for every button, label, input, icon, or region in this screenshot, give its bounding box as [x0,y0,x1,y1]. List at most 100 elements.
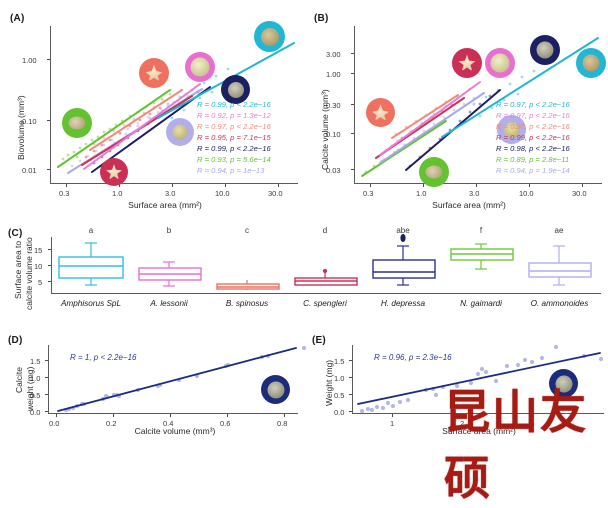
inset-o-ammonoides-core [172,124,188,140]
panel-d-xtickmark-1 [113,414,114,417]
panel-b-ytick-0: 0.03 [326,166,341,175]
boxplot-a-lessonii [138,261,202,287]
panel-a-ytickmark-2 [47,59,50,60]
inset-c-spengleri-core [458,54,476,72]
panel-b-stat-6: R = 0.94, p = 1.9e−14 [496,166,570,175]
fit-a-lessonii [83,83,201,170]
panel-c-y-axis-title-line2: calcite volume ratio [24,237,34,310]
panel-c-y-axis-title-line1: Surface area to [13,240,23,299]
inset-n-gaimardi [419,157,449,187]
panel-d: (D) Calcite weight (mg) 0.0 0.5 1.0 1.5 … [0,323,307,436]
panel-c-species-1: A. lessonii [150,299,188,308]
inset-a-lessonii-core [490,53,510,73]
panel-c-sig-3: d [322,226,328,235]
panel-e-y-axis-title: Weight (mg) [324,359,334,406]
panel-a-xtickmark-2 [172,184,173,187]
panel-b-xtick-4: 30.0 [572,189,587,198]
panel-c-y-axis-line [51,237,52,293]
panel-a-ytickmark-0 [47,169,50,170]
panel-b-ytickmark-4 [351,53,354,54]
panel-b-xtickmark-0 [370,184,371,187]
panel-d-ytickmark-2 [45,377,48,378]
inset-n-gaimardi-core [68,116,86,130]
panel-c-species-3: C. spengleri [303,299,347,308]
panel-c-species-4: H. depressa [380,299,426,308]
panel-d-xtickmark-4 [284,414,285,417]
boxplot-amphisorus [58,242,124,286]
panel-a-stat-5: R = 0.93, p = 5.6e−14 [197,155,271,164]
inset-h-depressa-core [267,381,284,398]
panel-d-y-axis-title-line1: Calcite [14,367,24,393]
panel-c-ytick-2: 15 [34,246,43,255]
panel-d-ytickmark-0 [45,411,48,412]
panel-d-ytick-2: 1.0 [30,374,41,383]
panel-e-xtick-1: 2 [460,419,465,428]
panel-a-ytick-2: 1.00 [22,56,37,65]
panel-c-ytickmark-2 [48,249,51,250]
fit-n-gaimardi [361,120,447,177]
panel-d-xtickmark-2 [170,414,171,417]
panel-e-ytickmark-0 [349,411,352,412]
panel-a-x-axis-line [50,183,298,184]
panel-d-xtick-4: 0.8 [277,419,288,428]
panel-a-ytickmark-1 [47,120,50,121]
panel-a-xtickmark-4 [278,184,279,187]
panel-d-y-axis-line [48,345,49,413]
panel-e-ytick-3: 1.5 [334,357,345,366]
panel-e-ytickmark-3 [349,360,352,361]
panel-c-species-6: O. ammonoides [530,299,589,308]
inset-h-depressa [530,35,560,65]
panel-d-stat: R = 1, p < 2.2e−16 [70,353,137,362]
panel-b-ytick-3: 1.00 [326,70,341,79]
panel-e-xtick-2: 3 [530,419,535,428]
panel-b-xtick-2: 3.0 [469,189,480,198]
panel-e-ytickmark-2 [349,377,352,378]
outlier-point [400,234,406,242]
inset-amphisorus [576,48,606,78]
panel-e-x-axis-line [352,413,604,414]
panel-a-xtick-2: 3.0 [165,189,176,198]
panel-d-ytickmark-1 [45,394,48,395]
panel-e-stat: R = 0.96, p = 2.3e−16 [374,353,452,362]
panel-b-y-axis-line [354,26,355,183]
panel-b-ytickmark-1 [351,133,354,134]
panel-a-xtick-0: 0.3 [59,189,70,198]
panel-b-xtick-1: 1.0 [416,189,427,198]
panel-b-ytickmark-2 [351,104,354,105]
panel-a-stat-1: R = 0.92, p = 1.3e−12 [197,111,271,120]
panel-b-ytickmark-0 [351,169,354,170]
inset-n-gaimardi [62,108,92,138]
panel-a-xtick-4: 30.0 [268,189,283,198]
panel-a-xtick-3: 10.0 [215,189,230,198]
panel-c-ytickmark-0 [48,281,51,282]
outlier-point [322,268,328,274]
panel-d-xtick-3: 0.6 [220,419,231,428]
inset-o-ammonoides [497,115,526,144]
fit-amphisorus [441,37,599,138]
panel-c-ytick-1: 10 [34,262,43,271]
inset-a-lessonii [485,48,515,78]
inset-a-lessonii [185,52,215,82]
fit-a-lessonii [379,81,481,156]
panel-d-x-axis-title: Calcite volume (mm³) [134,426,216,436]
panel-c-boxplots [58,234,592,290]
panel-b-xtickmark-1 [423,184,424,187]
fit-b-spinosus [89,89,183,151]
boxplot-h-depressa [372,234,436,286]
inset-c-spengleri [100,158,128,186]
panel-d-ytick-3: 1.5 [30,357,41,366]
panel-b-ytickmark-3 [351,73,354,74]
panel-c-sig-2: c [245,226,249,235]
panel-a: (A) Biovolume (mm³) 0.01 0.10 1.00 0.3 1… [0,0,304,215]
panel-d-ytick-1: 0.5 [30,391,41,400]
inset-b-spinosus-core [372,104,389,121]
panel-b-x-axis-title: Surface area (mm²) [432,200,506,210]
panel-c-sig-0: a [88,226,94,235]
panel-a-y-axis-line [50,26,51,183]
fit-n-gaimardi [57,89,171,168]
panel-c-species-2: B. spinosus [225,299,269,308]
inset-h-depressa [261,375,290,404]
fit-b-spinosus [391,94,459,139]
inset-c-spengleri [452,48,482,78]
panel-c: (C) Surface area to calcite volume ratio… [0,213,608,323]
